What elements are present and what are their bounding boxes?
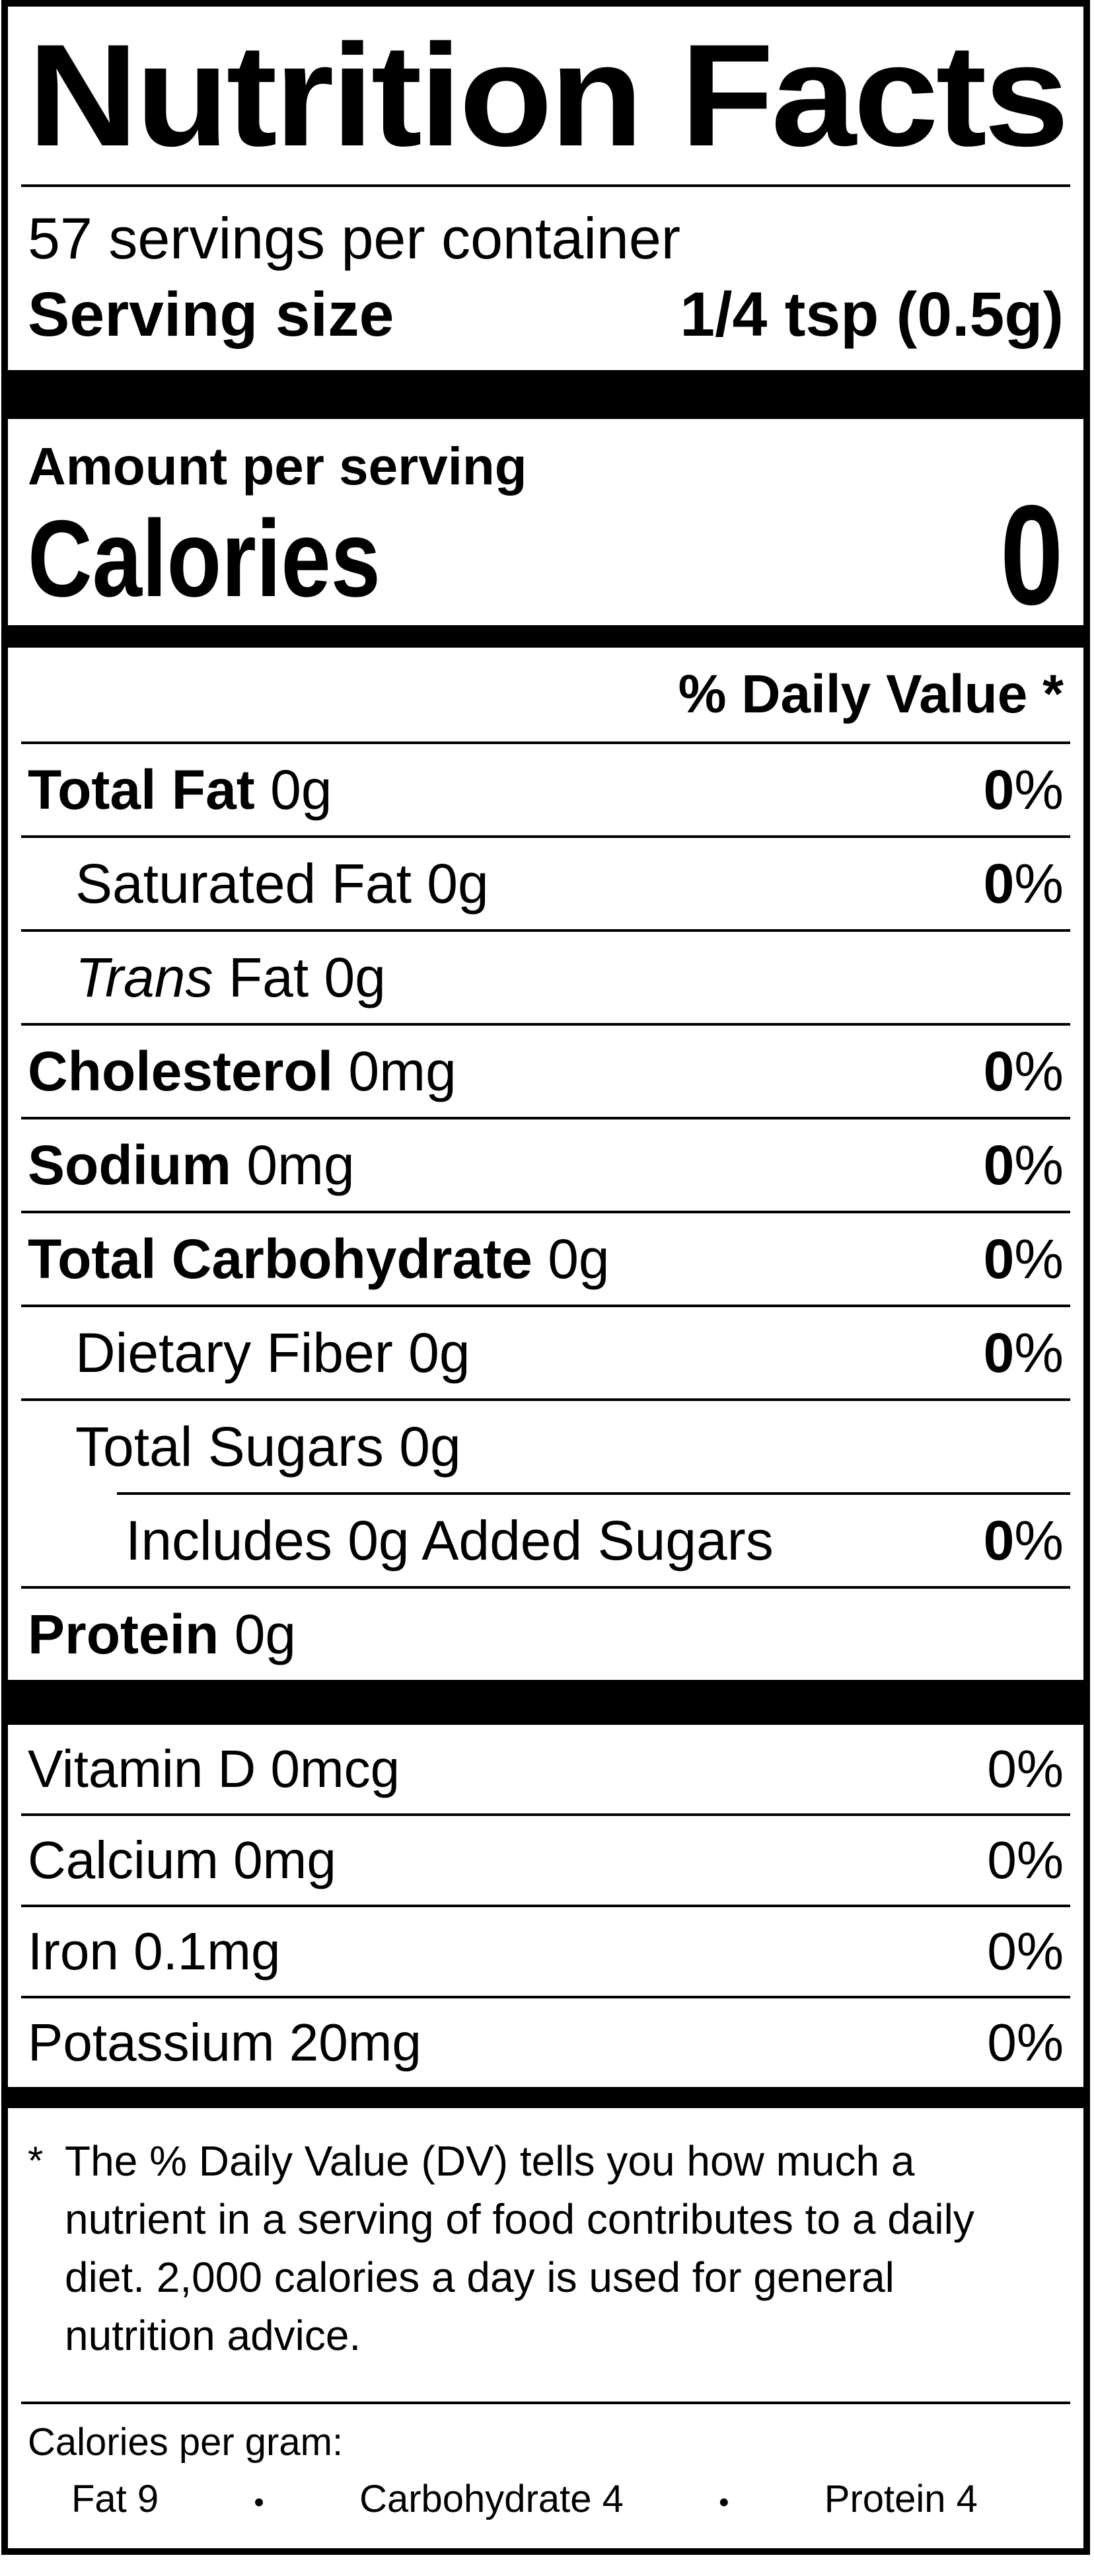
daily-value: 0% xyxy=(987,2013,1064,2072)
calories-per-gram-heading: Calories per gram: xyxy=(28,2421,344,2464)
divider xyxy=(21,1398,1070,1402)
calories-value: 0 xyxy=(1000,475,1064,634)
divider xyxy=(21,1996,1070,1999)
section-bar-medium xyxy=(8,2087,1083,2109)
footnote-asterisk: * xyxy=(28,2139,44,2183)
nutrient-name-and-amount: Calcium 0mg xyxy=(28,1831,336,1890)
vitamin-row: Vitamin D 0mcg 0% xyxy=(28,1725,1064,1813)
nutrient-row: Trans Fat 0g xyxy=(28,932,1064,1023)
nutrient-name-and-amount: Total Carbohydrate 0g xyxy=(28,1228,610,1291)
nutrient-name-and-amount: Saturated Fat 0g xyxy=(75,852,489,915)
cpg-fat: Fat 9 xyxy=(71,2478,159,2521)
nutrient-row: Sodium 0mg 0% xyxy=(28,1119,1064,1211)
daily-value: 0% xyxy=(983,852,1064,915)
nutrient-rows: Total Fat 0g 0% Saturated Fat 0g 0% Trans Fa… xyxy=(21,744,1070,1680)
nutrient-name-and-amount: Cholesterol 0mg xyxy=(28,1040,456,1103)
daily-value: 0% xyxy=(983,759,1064,821)
divider xyxy=(21,835,1070,839)
nutrient-row: Protein 0g xyxy=(28,1589,1064,1680)
divider xyxy=(21,1305,1070,1308)
daily-value: 0% xyxy=(983,1509,1064,1572)
calories-row: Calories 0 xyxy=(28,475,1064,634)
divider xyxy=(21,1023,1070,1026)
footnote: * The % Daily Value (DV) tells you how m… xyxy=(28,2108,1064,2402)
serving-size-label: Serving size xyxy=(28,280,394,350)
daily-value: 0% xyxy=(983,1322,1064,1384)
section-bar-thick xyxy=(8,370,1083,419)
divider xyxy=(21,1117,1070,1120)
nutrient-row: Total Sugars 0g xyxy=(28,1401,1064,1492)
vitamin-row: Iron 0.1mg 0% xyxy=(28,1907,1064,1996)
nutrient-name-and-amount: Vitamin D 0mcg xyxy=(28,1739,400,1799)
nutrient-row: Includes 0g Added Sugars 0% xyxy=(28,1495,1064,1586)
vitamin-row: Potassium 20mg 0% xyxy=(28,1998,1064,2087)
nutrient-name-and-amount: Potassium 20mg xyxy=(28,2013,421,2072)
calories-per-gram-row: Fat 9 • Carbohydrate 4 • Protein 4 xyxy=(28,2464,1064,2548)
vitamin-row: Calcium 0mg 0% xyxy=(28,1816,1064,1905)
footnote-text: The % Daily Value (DV) tells you how muc… xyxy=(65,2137,974,2360)
vitamin-rows: Vitamin D 0mcg 0% Calcium 0mg 0% Iron 0.1mg 0… xyxy=(21,1725,1070,2087)
calories-label: Calories xyxy=(28,498,381,620)
nutrient-name-and-amount: Protein 0g xyxy=(28,1603,297,1666)
divider xyxy=(117,1492,1070,1496)
divider xyxy=(21,1211,1070,1214)
bullet-icon: • xyxy=(254,2486,264,2519)
bullet-icon: • xyxy=(719,2486,729,2519)
nutrient-name-and-amount: Total Sugars 0g xyxy=(75,1416,461,1478)
nutrient-name-and-amount: Includes 0g Added Sugars xyxy=(126,1509,774,1572)
divider xyxy=(21,929,1070,932)
daily-value: 0% xyxy=(987,1739,1064,1799)
amount-per-serving: Amount per serving xyxy=(28,437,527,496)
nutrient-row: Total Fat 0g 0% xyxy=(28,744,1064,835)
cpg-carbohydrate: Carbohydrate 4 xyxy=(359,2478,624,2521)
serving-size-value: 1/4 tsp (0.5g) xyxy=(680,280,1064,350)
daily-value: 0% xyxy=(983,1040,1064,1103)
daily-value: 0% xyxy=(983,1228,1064,1291)
daily-value: 0% xyxy=(983,1134,1064,1197)
nutrient-name-and-amount: Total Fat 0g xyxy=(28,759,332,821)
bottom-rule xyxy=(21,2402,1070,2405)
nutrient-name-and-amount: Dietary Fiber 0g xyxy=(75,1322,470,1384)
calories-per-gram: Calories per gram: Fat 9 • Carbohydrate … xyxy=(28,2404,1064,2548)
daily-value: 0% xyxy=(987,1831,1064,1890)
divider xyxy=(21,1813,1070,1817)
divider xyxy=(21,1586,1070,1589)
daily-value-header: % Daily Value * xyxy=(678,664,1064,725)
section-bar-thick xyxy=(8,1680,1083,1725)
daily-value: 0% xyxy=(987,1922,1064,1981)
section-bar-medium xyxy=(8,625,1083,648)
nutrient-name-and-amount: Trans Fat 0g xyxy=(75,946,386,1009)
divider xyxy=(21,741,1070,745)
nutrient-row: Saturated Fat 0g 0% xyxy=(28,838,1064,929)
divider xyxy=(21,1905,1070,1908)
label-title: Nutrition Facts xyxy=(28,14,1064,176)
cpg-protein: Protein 4 xyxy=(824,2478,978,2521)
servings-per-container: 57 servings per container xyxy=(28,206,681,271)
nutrient-name-and-amount: Sodium 0mg xyxy=(28,1134,355,1197)
nutrient-row: Dietary Fiber 0g 0% xyxy=(28,1307,1064,1398)
label-title-wrap: Nutrition Facts xyxy=(28,7,1064,184)
serving-size-row: Serving size 1/4 tsp (0.5g) xyxy=(28,273,1064,370)
nutrient-row: Total Carbohydrate 0g 0% xyxy=(28,1213,1064,1305)
nutrient-name-and-amount: Iron 0.1mg xyxy=(28,1922,281,1981)
nutrient-row: Cholesterol 0mg 0% xyxy=(28,1026,1064,1117)
title-rule xyxy=(21,184,1070,187)
